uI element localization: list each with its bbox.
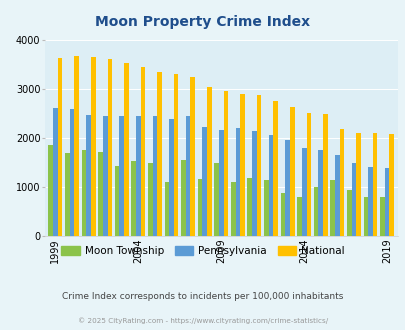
Bar: [169, 118, 173, 236]
Bar: [252, 131, 256, 236]
Bar: [185, 116, 190, 236]
Bar: [214, 163, 218, 236]
Bar: [197, 179, 202, 236]
Bar: [152, 116, 157, 236]
Bar: [372, 133, 377, 236]
Bar: [334, 155, 339, 236]
Bar: [268, 135, 273, 236]
Bar: [355, 133, 360, 236]
Bar: [53, 108, 58, 236]
Bar: [388, 134, 393, 236]
Bar: [218, 130, 223, 236]
Bar: [230, 182, 235, 236]
Bar: [65, 152, 70, 236]
Bar: [313, 187, 318, 236]
Legend: Moon Township, Pennsylvania, National: Moon Township, Pennsylvania, National: [57, 242, 348, 260]
Bar: [273, 101, 277, 236]
Bar: [384, 168, 388, 236]
Bar: [119, 116, 124, 236]
Bar: [339, 129, 343, 236]
Bar: [107, 59, 112, 236]
Bar: [289, 107, 294, 236]
Bar: [296, 197, 301, 236]
Bar: [223, 91, 228, 236]
Bar: [235, 128, 240, 236]
Bar: [240, 94, 244, 236]
Bar: [181, 160, 185, 236]
Bar: [81, 149, 86, 236]
Bar: [346, 190, 351, 236]
Text: Moon Property Crime Index: Moon Property Crime Index: [95, 15, 310, 29]
Text: Crime Index corresponds to incidents per 100,000 inhabitants: Crime Index corresponds to incidents per…: [62, 292, 343, 301]
Bar: [367, 167, 372, 236]
Bar: [256, 95, 261, 236]
Bar: [263, 180, 268, 236]
Bar: [306, 113, 310, 236]
Text: © 2025 CityRating.com - https://www.cityrating.com/crime-statistics/: © 2025 CityRating.com - https://www.city…: [78, 317, 327, 324]
Bar: [318, 150, 322, 236]
Bar: [207, 87, 211, 236]
Bar: [48, 145, 53, 236]
Bar: [147, 163, 152, 236]
Bar: [330, 181, 334, 236]
Bar: [362, 197, 367, 236]
Bar: [140, 67, 145, 236]
Bar: [322, 114, 327, 236]
Bar: [58, 58, 62, 236]
Bar: [280, 193, 285, 236]
Bar: [247, 178, 252, 236]
Bar: [124, 63, 128, 236]
Bar: [86, 115, 91, 236]
Bar: [91, 57, 95, 236]
Bar: [98, 151, 102, 236]
Bar: [115, 166, 119, 236]
Bar: [190, 78, 194, 236]
Bar: [285, 140, 289, 236]
Bar: [173, 74, 178, 236]
Bar: [164, 182, 169, 236]
Bar: [102, 116, 107, 236]
Bar: [131, 161, 136, 236]
Bar: [379, 197, 384, 236]
Bar: [74, 56, 79, 236]
Bar: [351, 163, 355, 236]
Bar: [157, 72, 162, 236]
Bar: [136, 116, 140, 236]
Bar: [301, 148, 306, 236]
Bar: [202, 127, 207, 236]
Bar: [70, 109, 74, 236]
